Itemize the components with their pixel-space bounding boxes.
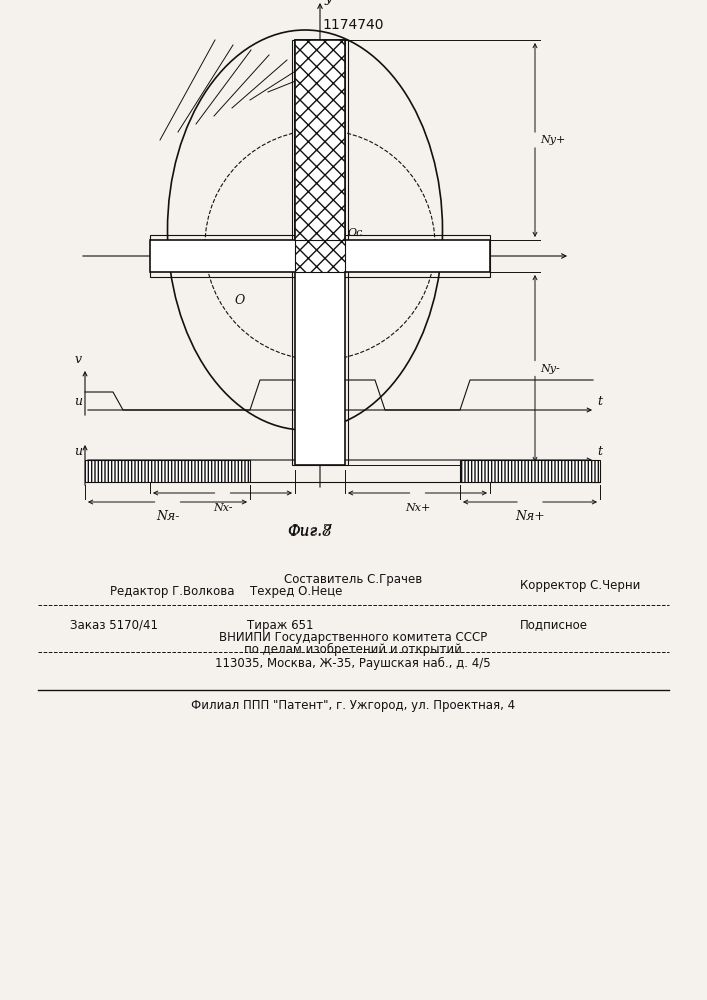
Text: O: O <box>235 294 245 306</box>
Text: Редактор Г.Волкова: Редактор Г.Волкова <box>110 585 235 598</box>
Text: Филиал ППП "Патент", г. Ужгород, ул. Проектная, 4: Филиал ППП "Патент", г. Ужгород, ул. Про… <box>191 700 515 712</box>
Text: Корректор С.Черни: Корректор С.Черни <box>520 578 641 591</box>
Text: Фиг.7: Фиг.7 <box>288 524 332 538</box>
Bar <box>292 40 348 465</box>
Bar <box>295 240 345 272</box>
Text: v: v <box>75 353 82 366</box>
Text: Nя-: Nя- <box>156 510 180 523</box>
Bar <box>295 40 345 240</box>
Text: u: u <box>74 445 82 458</box>
Text: по делам изобретений и открытий: по делам изобретений и открытий <box>244 642 462 656</box>
Text: ВНИИПИ Государственного комитета СССР: ВНИИПИ Государственного комитета СССР <box>219 632 487 645</box>
Text: Фиг.8: Фиг.8 <box>288 525 332 539</box>
Text: y: y <box>325 0 333 5</box>
Text: Заказ 5170/41: Заказ 5170/41 <box>70 618 158 632</box>
Text: 1174740: 1174740 <box>322 18 384 32</box>
Text: Nx+: Nx+ <box>405 503 430 513</box>
Text: Oc: Oc <box>348 228 363 238</box>
Bar <box>295 40 345 465</box>
Text: u: u <box>74 395 82 408</box>
Text: Ny-: Ny- <box>540 363 560 373</box>
Bar <box>85 460 250 482</box>
Text: Nx-: Nx- <box>213 503 233 513</box>
Text: t: t <box>597 445 602 458</box>
Text: 113035, Москва, Ж-35, Раушская наб., д. 4/5: 113035, Москва, Ж-35, Раушская наб., д. … <box>215 656 491 670</box>
Text: Тираж 651: Тираж 651 <box>247 618 313 632</box>
Text: Составитель С.Грачев: Составитель С.Грачев <box>284 574 422 586</box>
Text: Nя+: Nя+ <box>515 510 545 523</box>
Text: t: t <box>597 395 602 408</box>
Text: Ny+: Ny+ <box>540 135 566 145</box>
Bar <box>460 460 600 482</box>
Bar <box>150 235 490 277</box>
Text: Подписное: Подписное <box>520 618 588 632</box>
Bar <box>150 240 490 272</box>
Text: Техред О.Неце: Техред О.Неце <box>250 585 342 598</box>
